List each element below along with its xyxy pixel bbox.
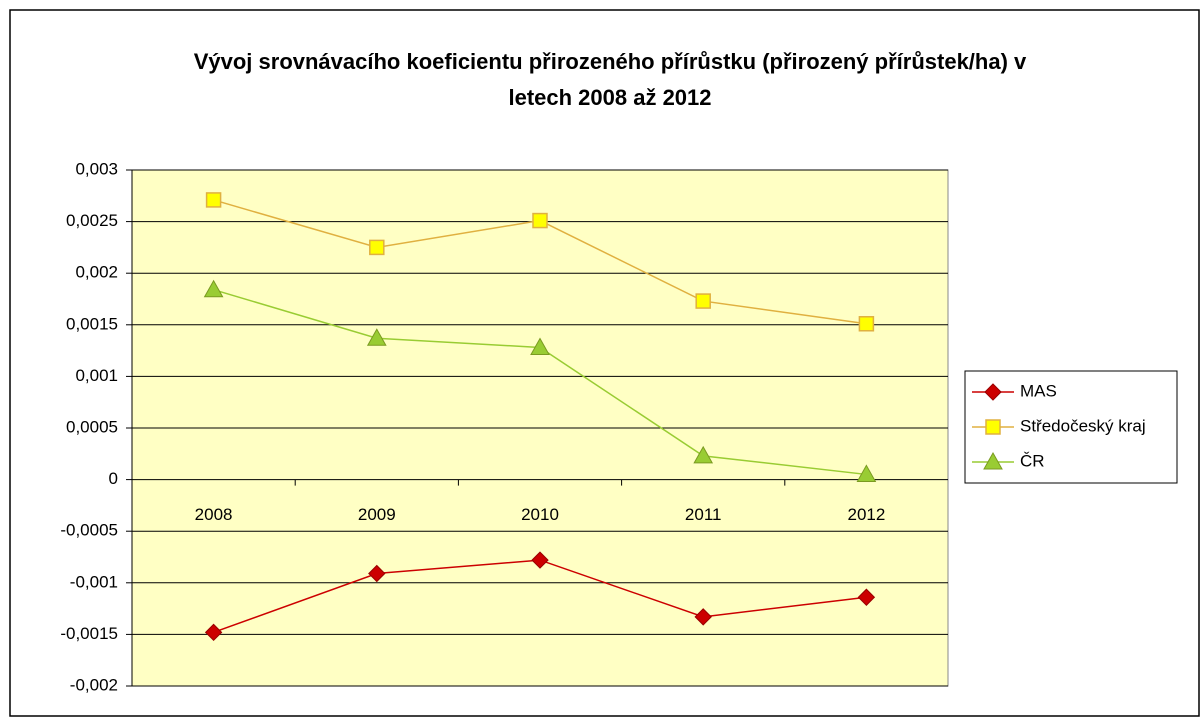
x-tick-label: 2009 [358, 505, 396, 524]
data-point [203, 279, 224, 298]
data-point [204, 623, 223, 642]
data-point [369, 239, 385, 256]
y-tick-label: 0,002 [75, 263, 118, 282]
data-point [532, 212, 548, 229]
legend-label: Středočeský kraj [1020, 416, 1146, 435]
y-tick-label: -0,0005 [60, 521, 118, 540]
y-tick-label: 0,0005 [66, 417, 118, 436]
x-tick-label: 2010 [521, 505, 559, 524]
data-point [366, 328, 387, 346]
y-tick-label: 0,001 [75, 366, 118, 385]
legend-marker [985, 419, 1001, 435]
data-point [695, 293, 711, 309]
data-point [693, 445, 714, 464]
data-point [368, 564, 386, 583]
y-tick-label: -0,002 [70, 675, 118, 694]
data-point [694, 608, 712, 626]
data-point [856, 464, 877, 482]
y-tick-label: 0 [109, 469, 118, 488]
legend-marker [984, 383, 1002, 401]
y-tick-label: 0,0015 [66, 314, 118, 333]
x-tick-label: 2011 [685, 505, 722, 524]
y-tick-label: 0,0025 [66, 211, 118, 230]
legend-label: MAS [1020, 381, 1057, 400]
data-point [531, 551, 549, 569]
y-tick-label: -0,001 [70, 572, 118, 591]
x-tick-label: 2012 [847, 505, 885, 524]
data-point [530, 337, 550, 356]
data-point [858, 316, 875, 332]
data-point [205, 192, 222, 208]
x-tick-label: 2008 [195, 505, 233, 524]
legend-label: ČR [1020, 451, 1045, 470]
chart-title: Vývoj srovnávacího koeficientu přirozené… [193, 49, 1027, 110]
y-tick-label: -0,0015 [60, 624, 118, 643]
y-tick-label: 0,003 [75, 159, 118, 178]
data-point [857, 588, 876, 606]
legend-marker [983, 451, 1003, 470]
